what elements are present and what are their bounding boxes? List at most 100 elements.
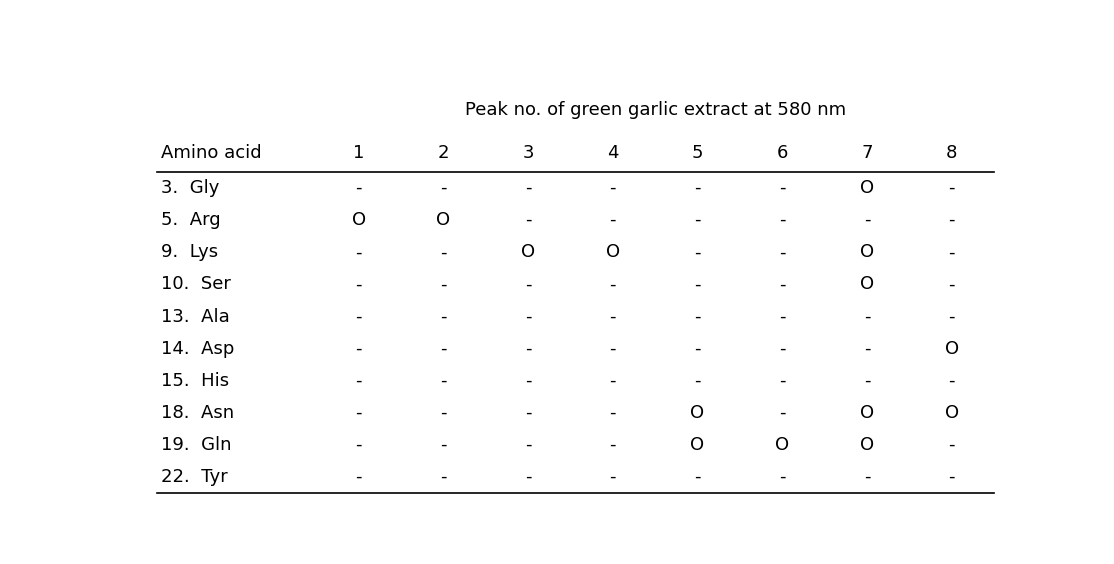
Text: -: - [440,243,447,261]
Text: -: - [779,275,785,293]
Text: -: - [355,372,362,390]
Text: -: - [779,404,785,422]
Text: 22.  Tyr: 22. Tyr [160,468,227,486]
Text: -: - [440,179,447,197]
Text: -: - [609,404,616,422]
Text: -: - [779,340,785,358]
Text: -: - [525,468,531,486]
Text: 5: 5 [692,144,703,162]
Text: -: - [863,211,870,229]
Text: -: - [609,436,616,454]
Text: -: - [355,468,362,486]
Text: 13.  Ala: 13. Ala [160,307,229,325]
Text: O: O [691,436,704,454]
Text: -: - [694,372,701,390]
Text: -: - [779,179,785,197]
Text: -: - [355,404,362,422]
Text: -: - [863,372,870,390]
Text: -: - [948,243,955,261]
Text: -: - [948,275,955,293]
Text: -: - [525,179,531,197]
Text: -: - [694,179,701,197]
Text: -: - [948,468,955,486]
Text: -: - [440,275,447,293]
Text: O: O [860,243,874,261]
Text: -: - [355,340,362,358]
Text: -: - [440,436,447,454]
Text: O: O [945,340,959,358]
Text: 9.  Lys: 9. Lys [160,243,218,261]
Text: Peak no. of green garlic extract at 580 nm: Peak no. of green garlic extract at 580 … [465,101,846,119]
Text: 15.  His: 15. His [160,372,229,390]
Text: -: - [863,307,870,325]
Text: -: - [609,468,616,486]
Text: 14.  Asp: 14. Asp [160,340,234,358]
Text: -: - [694,340,701,358]
Text: 2: 2 [438,144,449,162]
Text: 10.  Ser: 10. Ser [160,275,231,293]
Text: O: O [775,436,789,454]
Text: -: - [525,372,531,390]
Text: 6: 6 [776,144,788,162]
Text: -: - [440,372,447,390]
Text: O: O [860,275,874,293]
Text: -: - [948,179,955,197]
Text: -: - [525,340,531,358]
Text: -: - [863,340,870,358]
Text: -: - [609,211,616,229]
Text: O: O [521,243,535,261]
Text: O: O [860,179,874,197]
Text: -: - [694,307,701,325]
Text: -: - [609,340,616,358]
Text: -: - [779,307,785,325]
Text: O: O [945,404,959,422]
Text: -: - [609,179,616,197]
Text: -: - [440,340,447,358]
Text: -: - [355,179,362,197]
Text: 5.  Arg: 5. Arg [160,211,221,229]
Text: -: - [779,372,785,390]
Text: -: - [779,468,785,486]
Text: -: - [440,404,447,422]
Text: -: - [609,275,616,293]
Text: 3.  Gly: 3. Gly [160,179,219,197]
Text: -: - [863,468,870,486]
Text: -: - [440,468,447,486]
Text: -: - [779,243,785,261]
Text: -: - [948,372,955,390]
Text: 1: 1 [353,144,364,162]
Text: O: O [691,404,704,422]
Text: -: - [609,307,616,325]
Text: -: - [525,211,531,229]
Text: -: - [948,436,955,454]
Text: -: - [694,243,701,261]
Text: -: - [609,372,616,390]
Text: -: - [779,211,785,229]
Text: 3: 3 [522,144,534,162]
Text: O: O [860,436,874,454]
Text: -: - [525,436,531,454]
Text: O: O [352,211,365,229]
Text: -: - [355,436,362,454]
Text: 7: 7 [861,144,872,162]
Text: 19.  Gln: 19. Gln [160,436,232,454]
Text: -: - [694,275,701,293]
Text: 4: 4 [607,144,618,162]
Text: -: - [355,243,362,261]
Text: O: O [437,211,450,229]
Text: -: - [948,307,955,325]
Text: O: O [606,243,619,261]
Text: 8: 8 [946,144,957,162]
Text: -: - [355,307,362,325]
Text: 18.  Asn: 18. Asn [160,404,234,422]
Text: -: - [694,468,701,486]
Text: O: O [860,404,874,422]
Text: -: - [440,307,447,325]
Text: -: - [525,307,531,325]
Text: -: - [525,275,531,293]
Text: -: - [355,275,362,293]
Text: -: - [525,404,531,422]
Text: Amino acid: Amino acid [160,144,262,162]
Text: -: - [694,211,701,229]
Text: -: - [948,211,955,229]
